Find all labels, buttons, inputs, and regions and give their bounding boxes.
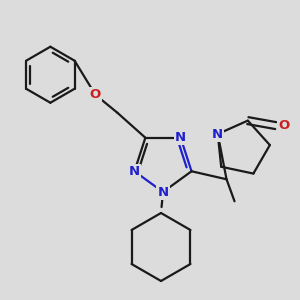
Text: N: N xyxy=(175,131,186,144)
Text: O: O xyxy=(278,119,290,132)
Text: N: N xyxy=(212,128,223,140)
Text: O: O xyxy=(90,88,101,101)
Text: N: N xyxy=(158,185,169,199)
Text: N: N xyxy=(129,165,140,178)
